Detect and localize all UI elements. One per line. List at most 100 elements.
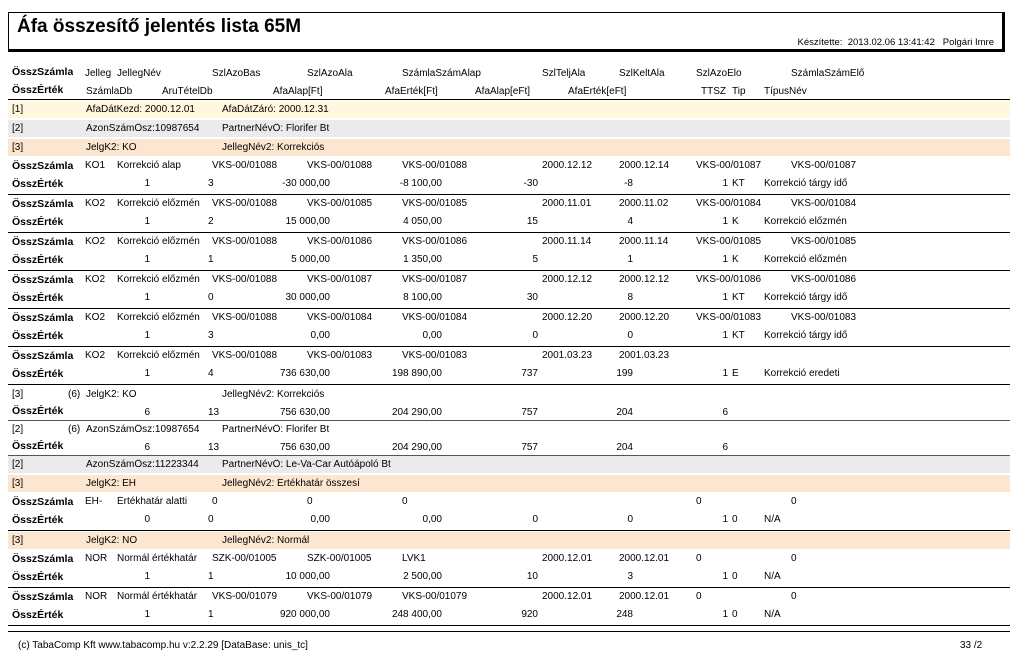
- value-erteft: 3: [627, 571, 633, 582]
- sum-level: [2]: [12, 424, 24, 435]
- record-telj: 2000.12.20: [542, 312, 593, 323]
- page-number: 33 /2: [960, 640, 983, 651]
- record-telj: 2000.12.01: [542, 553, 593, 564]
- record-label: ÖsszSzámla: [12, 312, 74, 324]
- header2-col-8: Tip: [732, 86, 746, 97]
- record-elo: 0: [696, 496, 702, 507]
- header-col-4: SzlAzoAla: [307, 68, 353, 79]
- sum-alapeft: 757: [521, 442, 538, 453]
- value-tdb: 0: [208, 514, 214, 525]
- record-alap: VKS-00/01083: [402, 350, 468, 361]
- value-tdb: 3: [208, 330, 214, 341]
- made-by-label: Készítette:: [797, 37, 843, 48]
- record-kelt: 2000.12.01: [619, 553, 670, 564]
- group-level: [3]: [12, 142, 24, 153]
- sum-label: ÖsszÉrték: [12, 405, 64, 417]
- record-divider: [8, 270, 1010, 271]
- footer-text: (c) TabaComp Kft www.tabacomp.hu v:2.2.2…: [18, 640, 308, 651]
- value-alapeft: 30: [526, 292, 538, 303]
- record-nev: Értékhatár alatti: [117, 496, 188, 507]
- record-divider: [8, 587, 1010, 588]
- value-erteft: 0: [627, 514, 633, 525]
- record-szamelo: 0: [791, 496, 797, 507]
- record-jelleg: KO1: [85, 160, 106, 171]
- sum-tdb: 13: [208, 407, 220, 418]
- value-label: ÖsszÉrték: [12, 571, 64, 583]
- header-col-8: SzlAzoElo: [696, 68, 742, 79]
- value-ertft: 198 890,00: [391, 368, 442, 379]
- value-tip: KT: [732, 330, 745, 341]
- group-name: PartnerNévÖ: Florifer Bt: [222, 123, 330, 134]
- sum-alapft: 756 630,00: [279, 407, 330, 418]
- group-key: ÁfaDátKezd: 2000.12.01: [86, 104, 195, 115]
- record-szamelo: VKS-00/01086: [791, 274, 857, 285]
- sum-ertft: 204 290,00: [391, 407, 442, 418]
- value-db: 0: [144, 514, 150, 525]
- value-db: 1: [144, 609, 150, 620]
- record-ala: VKS-00/01085: [307, 198, 373, 209]
- value-ttsz: 1: [722, 571, 728, 582]
- value-alapft: 920 000,00: [279, 609, 330, 620]
- record-elo: VKS-00/01085: [696, 236, 762, 247]
- value-label: ÖsszÉrték: [12, 292, 64, 304]
- report-author-line: Készítette: 2013.02.06 13:41:42 Polgári …: [798, 37, 994, 48]
- value-tdb: 2: [208, 216, 214, 227]
- record-kelt: 2000.12.20: [619, 312, 670, 323]
- sum-label: ÖsszÉrték: [12, 440, 64, 452]
- record-alap: LVK1: [402, 553, 426, 564]
- value-tdb: 1: [208, 571, 214, 582]
- sum-name: PartnerNévÖ: Florifer Bt: [222, 424, 330, 435]
- value-label: ÖsszÉrték: [12, 609, 64, 621]
- record-ala: VKS-00/01079: [307, 591, 373, 602]
- value-tdb: 0: [208, 292, 214, 303]
- group-name: PartnerNévÖ: Le-Va-Car Autóápoló Bt: [222, 459, 391, 470]
- sum-db: 6: [144, 442, 150, 453]
- group-key: AzonSzámÖsz:11223344: [86, 459, 199, 470]
- record-bas: VKS-00/01088: [212, 160, 278, 171]
- record-alap: VKS-00/01088: [402, 160, 468, 171]
- group-name: JellegNév2: Normál: [222, 535, 310, 546]
- value-alapeft: -30: [523, 178, 538, 189]
- record-divider: [8, 625, 1010, 626]
- value-ttsz: 1: [722, 514, 728, 525]
- sum-level: [3]: [12, 389, 24, 400]
- record-elo: VKS-00/01087: [696, 160, 762, 171]
- header2-col-7: TTSZ: [701, 86, 726, 97]
- value-alapeft: 920: [521, 609, 538, 620]
- value-tdb: 4: [208, 368, 214, 379]
- sum-alapeft: 757: [521, 407, 538, 418]
- value-ertft: 0,00: [422, 330, 442, 341]
- sum-count: (6): [68, 389, 81, 400]
- sum-ttsz: 6: [722, 407, 728, 418]
- header2-col-9: TípusNév: [764, 86, 807, 97]
- value-ttsz: 1: [722, 178, 728, 189]
- value-tipnev: Korrekció előzmén: [764, 254, 847, 265]
- record-nev: Korrekció előzmén: [117, 198, 200, 209]
- value-tip: 0: [732, 514, 738, 525]
- footer-divider: [8, 631, 1010, 632]
- value-tipnev: Korrekció tárgy idő: [764, 330, 848, 341]
- value-ertft: 0,00: [422, 514, 442, 525]
- value-ttsz: 1: [722, 254, 728, 265]
- record-ala: VKS-00/01088: [307, 160, 373, 171]
- value-label: ÖsszÉrték: [12, 368, 64, 380]
- header2-col-5: ÁfaAlap[eFt]: [475, 86, 531, 97]
- value-tipnev: N/A: [764, 609, 781, 620]
- record-telj: 2000.12.01: [542, 591, 593, 602]
- header-col-9: SzámlaSzámElő: [791, 68, 865, 79]
- value-alapft: 0,00: [310, 330, 330, 341]
- value-alapeft: 0: [532, 514, 538, 525]
- group-key: AzonSzámÖsz:10987654: [86, 123, 200, 134]
- record-divider: [8, 346, 1010, 347]
- group-name: JellegNév2: Értékhatár összesí: [222, 478, 360, 489]
- record-label: ÖsszSzámla: [12, 591, 74, 603]
- value-label: ÖsszÉrték: [12, 178, 64, 190]
- value-alapft: -30 000,00: [282, 178, 330, 189]
- record-bas: VKS-00/01088: [212, 350, 278, 361]
- value-erteft: 8: [627, 292, 633, 303]
- record-bas: VKS-00/01088: [212, 274, 278, 285]
- record-ala: VKS-00/01086: [307, 236, 373, 247]
- value-ertft: 8 100,00: [403, 292, 442, 303]
- sum-divider: [8, 455, 1010, 456]
- group-name: JellegNév2: Korrekciós: [222, 142, 325, 153]
